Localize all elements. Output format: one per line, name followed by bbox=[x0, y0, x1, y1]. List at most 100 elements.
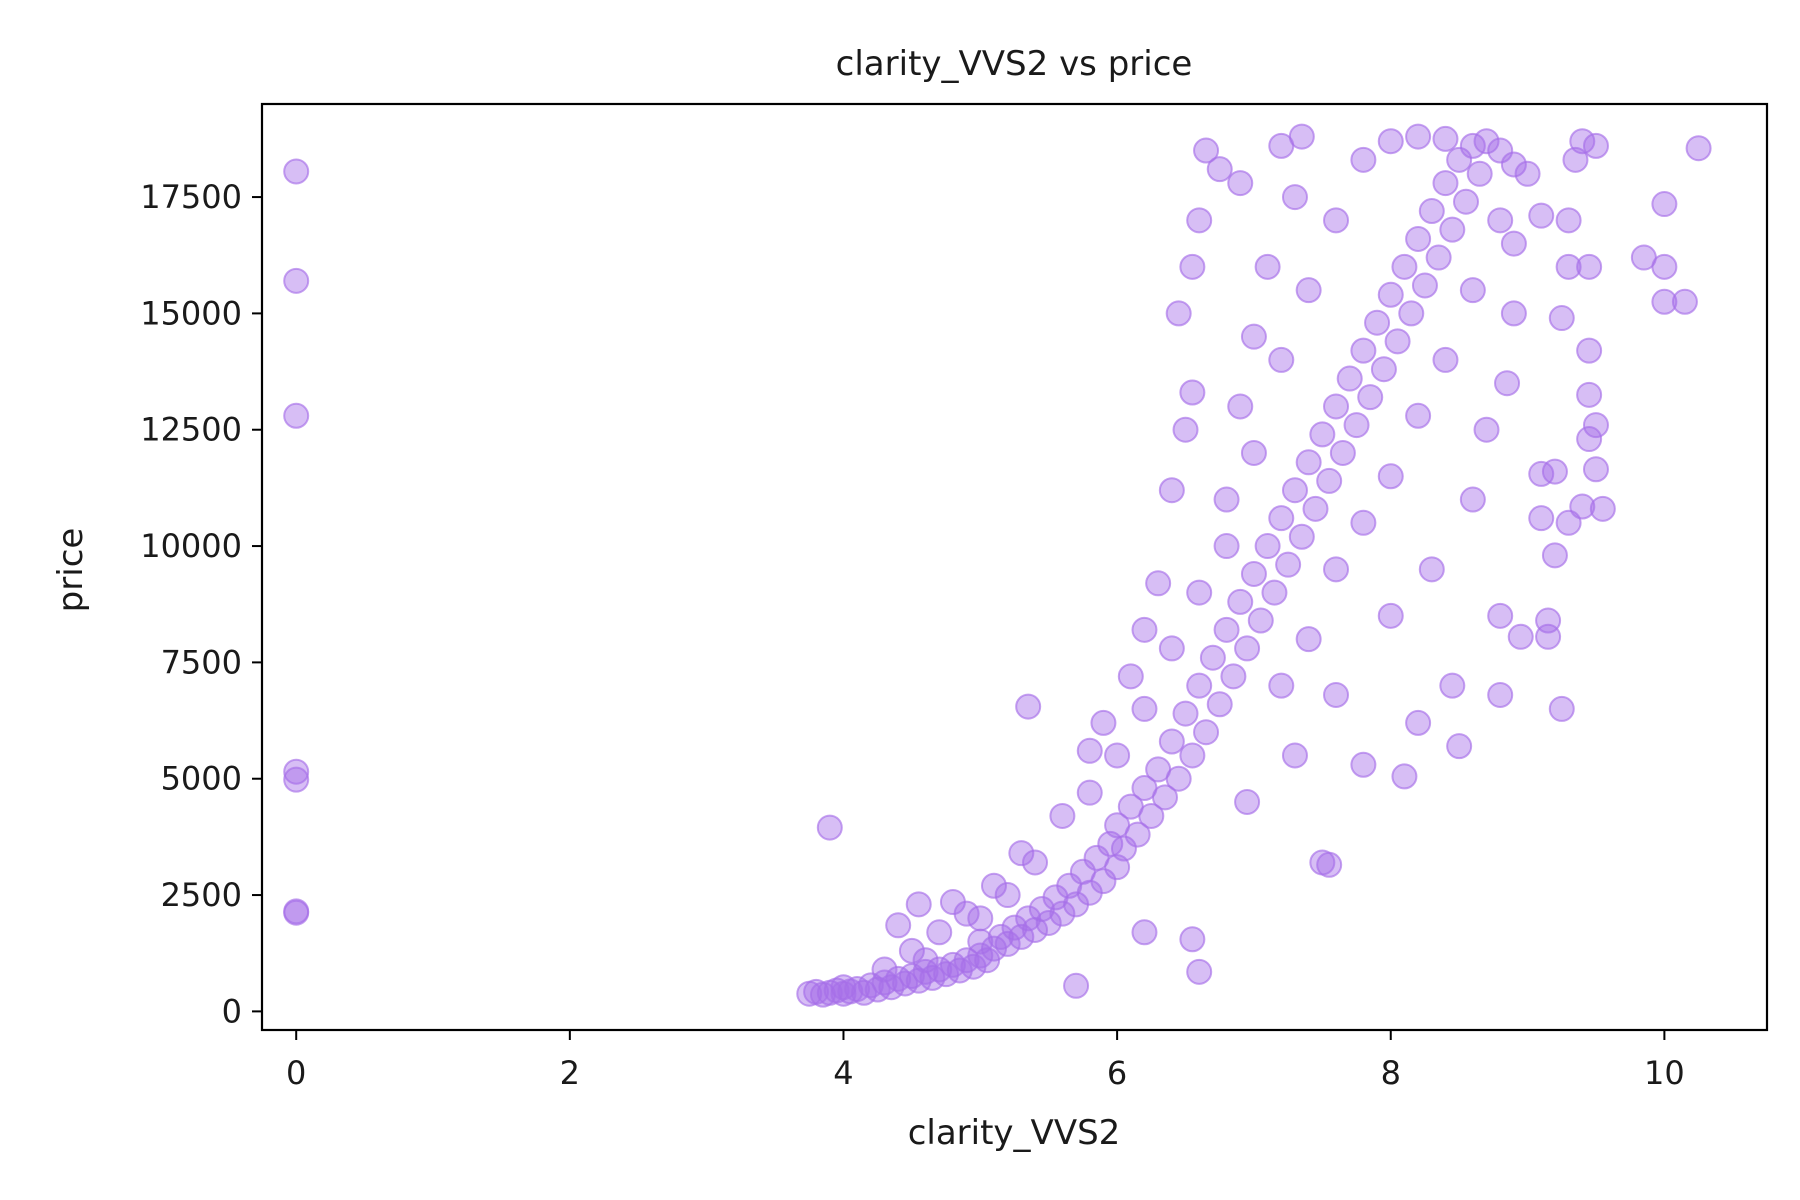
data-point bbox=[1500, 300, 1527, 327]
data-point bbox=[1398, 300, 1425, 327]
data-point bbox=[1138, 802, 1165, 829]
data-point bbox=[1268, 346, 1295, 373]
chart-title: clarity_VVS2 vs price bbox=[836, 44, 1193, 84]
data-point bbox=[1391, 253, 1418, 280]
data-point bbox=[1316, 851, 1343, 878]
data-point bbox=[1576, 381, 1603, 408]
data-point bbox=[1186, 579, 1213, 606]
data-point bbox=[1295, 277, 1322, 304]
data-point bbox=[1022, 849, 1049, 876]
x-tick-label: 4 bbox=[833, 1054, 853, 1092]
y-tick-label: 10000 bbox=[140, 527, 242, 565]
data-point bbox=[1384, 328, 1411, 355]
x-tick-label: 8 bbox=[1381, 1054, 1401, 1092]
data-point bbox=[1466, 160, 1493, 187]
y-tick-label: 12500 bbox=[140, 411, 242, 449]
data-point bbox=[1165, 300, 1192, 327]
data-point bbox=[1405, 402, 1432, 429]
data-point bbox=[1193, 719, 1220, 746]
data-point bbox=[967, 905, 994, 932]
data-point bbox=[1487, 602, 1514, 629]
points-layer bbox=[283, 123, 1712, 1008]
data-point bbox=[1268, 672, 1295, 699]
data-point bbox=[1582, 456, 1609, 483]
data-point bbox=[1370, 356, 1397, 383]
data-point bbox=[1240, 560, 1267, 587]
data-point bbox=[1589, 495, 1616, 522]
data-point bbox=[1302, 495, 1329, 522]
data-point bbox=[1411, 272, 1438, 299]
y-tick-label: 5000 bbox=[161, 760, 242, 798]
data-point bbox=[1418, 198, 1445, 225]
data-point bbox=[1152, 784, 1178, 811]
data-point bbox=[1213, 486, 1240, 513]
data-point bbox=[1541, 542, 1568, 569]
data-point bbox=[1206, 691, 1233, 718]
data-point bbox=[1254, 533, 1281, 560]
data-point bbox=[1350, 146, 1377, 173]
data-point bbox=[1158, 477, 1185, 504]
data-point bbox=[1329, 439, 1356, 466]
data-point bbox=[1281, 477, 1308, 504]
data-point bbox=[1281, 742, 1308, 769]
data-point bbox=[1562, 146, 1589, 173]
data-point bbox=[1500, 151, 1527, 178]
data-point bbox=[1685, 135, 1712, 162]
data-point bbox=[1288, 123, 1315, 150]
data-point bbox=[1350, 337, 1377, 364]
data-point bbox=[1405, 225, 1432, 252]
data-point bbox=[1227, 588, 1254, 615]
data-point bbox=[1309, 421, 1336, 448]
data-point bbox=[926, 919, 953, 946]
data-point bbox=[1377, 463, 1404, 490]
data-point bbox=[1015, 693, 1042, 720]
data-point bbox=[939, 889, 966, 916]
data-point bbox=[871, 956, 898, 983]
data-point bbox=[1336, 365, 1363, 392]
data-point bbox=[1459, 486, 1486, 513]
data-point bbox=[1555, 253, 1582, 280]
data-point bbox=[1425, 244, 1452, 271]
data-point bbox=[1651, 253, 1678, 280]
data-point bbox=[1582, 412, 1609, 439]
data-point bbox=[1671, 288, 1698, 315]
data-point bbox=[1186, 207, 1213, 234]
data-point bbox=[1186, 958, 1213, 985]
data-point bbox=[1131, 616, 1158, 643]
data-point bbox=[1254, 253, 1281, 280]
data-point bbox=[1240, 439, 1267, 466]
data-point bbox=[1459, 132, 1486, 159]
data-point bbox=[1206, 156, 1233, 183]
y-axis-label: price bbox=[51, 528, 91, 613]
data-point bbox=[1199, 644, 1226, 671]
data-point bbox=[1172, 416, 1199, 443]
data-point bbox=[1548, 305, 1575, 332]
data-point bbox=[283, 766, 310, 793]
data-point bbox=[1439, 216, 1466, 243]
data-point bbox=[1405, 123, 1432, 150]
data-point bbox=[1124, 821, 1151, 848]
data-point bbox=[1234, 788, 1261, 815]
x-tick-label: 10 bbox=[1644, 1054, 1685, 1092]
data-point bbox=[1104, 742, 1131, 769]
data-point bbox=[1439, 672, 1466, 699]
data-point bbox=[1323, 681, 1350, 708]
x-tick-label: 2 bbox=[560, 1054, 580, 1092]
data-point bbox=[885, 912, 912, 939]
data-point bbox=[1473, 416, 1500, 443]
data-point bbox=[1487, 681, 1514, 708]
data-point bbox=[283, 267, 310, 294]
data-point bbox=[1295, 626, 1322, 653]
data-point bbox=[1261, 579, 1288, 606]
data-point bbox=[1377, 128, 1404, 155]
y-tick-label: 15000 bbox=[140, 294, 242, 332]
data-point bbox=[1405, 709, 1432, 736]
data-point bbox=[1179, 379, 1206, 406]
data-point bbox=[1514, 160, 1541, 187]
data-point bbox=[1131, 919, 1158, 946]
data-point bbox=[1179, 742, 1206, 769]
data-point bbox=[1446, 733, 1473, 760]
data-point bbox=[1076, 737, 1103, 764]
data-point bbox=[1179, 926, 1206, 953]
